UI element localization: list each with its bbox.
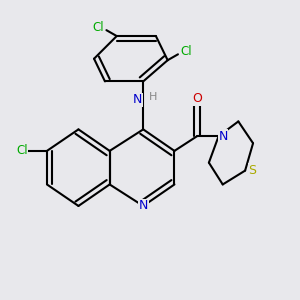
Text: Cl: Cl: [16, 144, 28, 158]
Text: N: N: [133, 93, 142, 106]
Text: O: O: [192, 92, 202, 105]
Text: Cl: Cl: [180, 45, 192, 58]
Text: S: S: [248, 164, 256, 177]
Text: H: H: [149, 92, 158, 102]
Text: N: N: [218, 130, 228, 143]
Text: N: N: [139, 200, 148, 212]
Text: Cl: Cl: [92, 21, 104, 34]
